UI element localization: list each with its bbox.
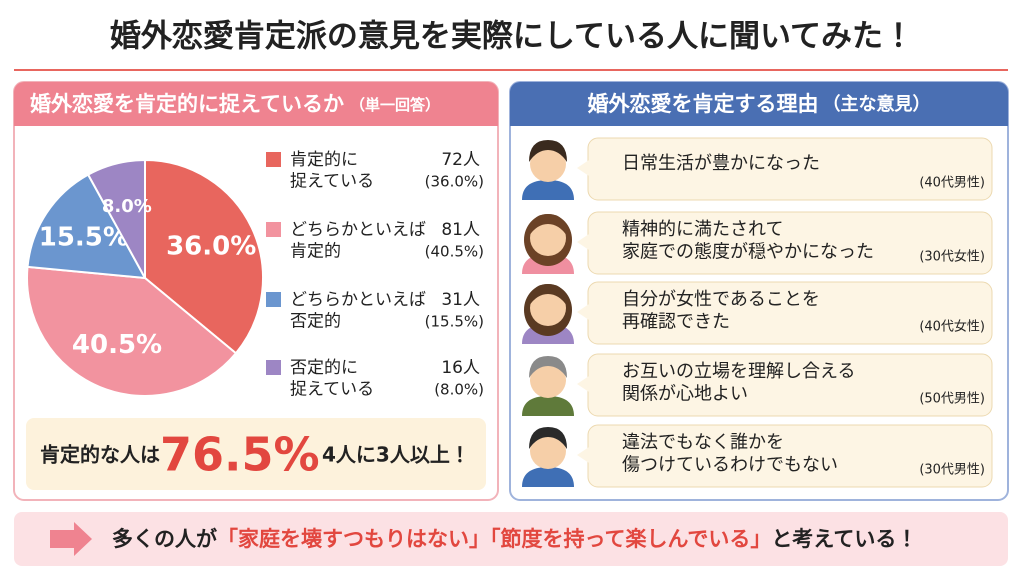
pie-slice <box>26 265 238 397</box>
card-pointer <box>577 234 589 250</box>
avatar-body <box>522 396 574 416</box>
reasons-title: 婚外恋愛を肯定する理由 （主な意見） <box>588 92 931 116</box>
pie-subtitle: （単一回答） <box>350 96 440 114</box>
avatar-hair <box>529 284 567 306</box>
avatar-hair <box>529 140 567 162</box>
summary-highlight: 76.5% <box>160 428 320 482</box>
opinion-text: 日常生活が豊かになった <box>622 153 820 174</box>
avatar-hair <box>529 427 567 449</box>
avatar <box>522 427 574 487</box>
legend-label: 肯定的に捉えている <box>290 150 374 191</box>
legend-percent: (15.5%) <box>425 313 484 331</box>
card-pointer <box>577 304 589 320</box>
opinion-attribution: (40代男性) <box>919 176 985 191</box>
opinion-text: 自分が女性であることを再確認できた <box>622 289 820 333</box>
legend-count: 31人 <box>441 290 480 310</box>
avatar <box>522 284 574 344</box>
footer-tail: と考えている！ <box>771 527 917 551</box>
right-header <box>510 82 1008 126</box>
card-pointer <box>577 376 589 392</box>
avatar <box>522 356 574 416</box>
legend-percent: (8.0%) <box>434 381 484 399</box>
pie-title-main: 婚外恋愛を肯定的に捉えているか <box>30 92 344 116</box>
legend-swatch <box>266 292 281 307</box>
slice-label: 15.5% <box>39 222 129 252</box>
avatar-hair <box>529 214 567 236</box>
opinion-attribution: (30代女性) <box>919 250 985 265</box>
avatar-body <box>522 467 574 487</box>
avatar-face <box>530 146 566 182</box>
legend-count: 72人 <box>441 150 480 170</box>
legend-label: どちらかといえば否定的 <box>290 290 426 331</box>
footer-arrow <box>50 522 92 556</box>
slice-label: 8.0% <box>102 196 152 217</box>
footer-lead: 多くの人が <box>112 527 217 551</box>
legend-percent: (40.5%) <box>425 243 484 261</box>
pie-slice <box>86 158 146 279</box>
legend-label: 否定的に捉えている <box>290 358 374 399</box>
avatar <box>522 214 574 274</box>
left-header <box>14 82 498 126</box>
footer-quote: 「家庭を壊すつもりはない」 <box>217 527 490 551</box>
opinion-attribution: (30代男性) <box>919 463 985 478</box>
avatar-face <box>530 290 566 326</box>
footer-text: 多くの人が「家庭を壊すつもりはない」「節度を持って楽しんでいる」と考えている！ <box>112 527 917 551</box>
summary-lead: 肯定的な人は <box>40 443 160 467</box>
legend-label: どちらかといえば肯定的 <box>290 220 426 261</box>
opinion-text: 違法でもなく誰かを傷つけているわけでもない <box>622 432 838 476</box>
summary-tail: 4人に3人以上！ <box>322 443 470 467</box>
opinion-text: 精神的に満たされて家庭での態度が穏やかになった <box>622 219 874 263</box>
reasons-subtitle: （主な意見） <box>823 93 931 115</box>
reasons-title-main: 婚外恋愛を肯定する理由 <box>588 92 819 116</box>
footer-quote: 「節度を持って楽しんでいる」 <box>490 527 771 551</box>
pie-title: 婚外恋愛を肯定的に捉えているか （単一回答） <box>30 92 440 116</box>
avatar-body <box>522 180 574 200</box>
legend-percent: (36.0%) <box>425 173 484 191</box>
legend-swatch <box>266 152 281 167</box>
summary-box <box>26 418 486 490</box>
avatar-face <box>530 433 566 469</box>
card-pointer <box>577 447 589 463</box>
footer-banner <box>14 512 1008 566</box>
main-title: 婚外恋愛肯定派の意見を実際にしている人に聞いてみた！ <box>110 19 914 55</box>
legend-swatch <box>266 360 281 375</box>
opinion-attribution: (40代女性) <box>919 320 985 335</box>
legend-swatch <box>266 222 281 237</box>
slice-label: 36.0% <box>166 231 256 261</box>
avatar-hair <box>529 356 567 378</box>
avatar-face <box>530 362 566 398</box>
legend-count: 16人 <box>441 358 480 378</box>
opinion-attribution: (50代男性) <box>919 392 985 407</box>
pie-slice <box>26 173 147 280</box>
avatar-face <box>530 220 566 256</box>
pie-slice <box>144 158 264 355</box>
avatar <box>522 140 574 200</box>
card-pointer <box>577 160 589 176</box>
legend-count: 81人 <box>441 220 480 240</box>
slice-label: 40.5% <box>72 330 162 360</box>
opinion-text: お互いの立場を理解し合える関係が心地よい <box>622 361 855 405</box>
